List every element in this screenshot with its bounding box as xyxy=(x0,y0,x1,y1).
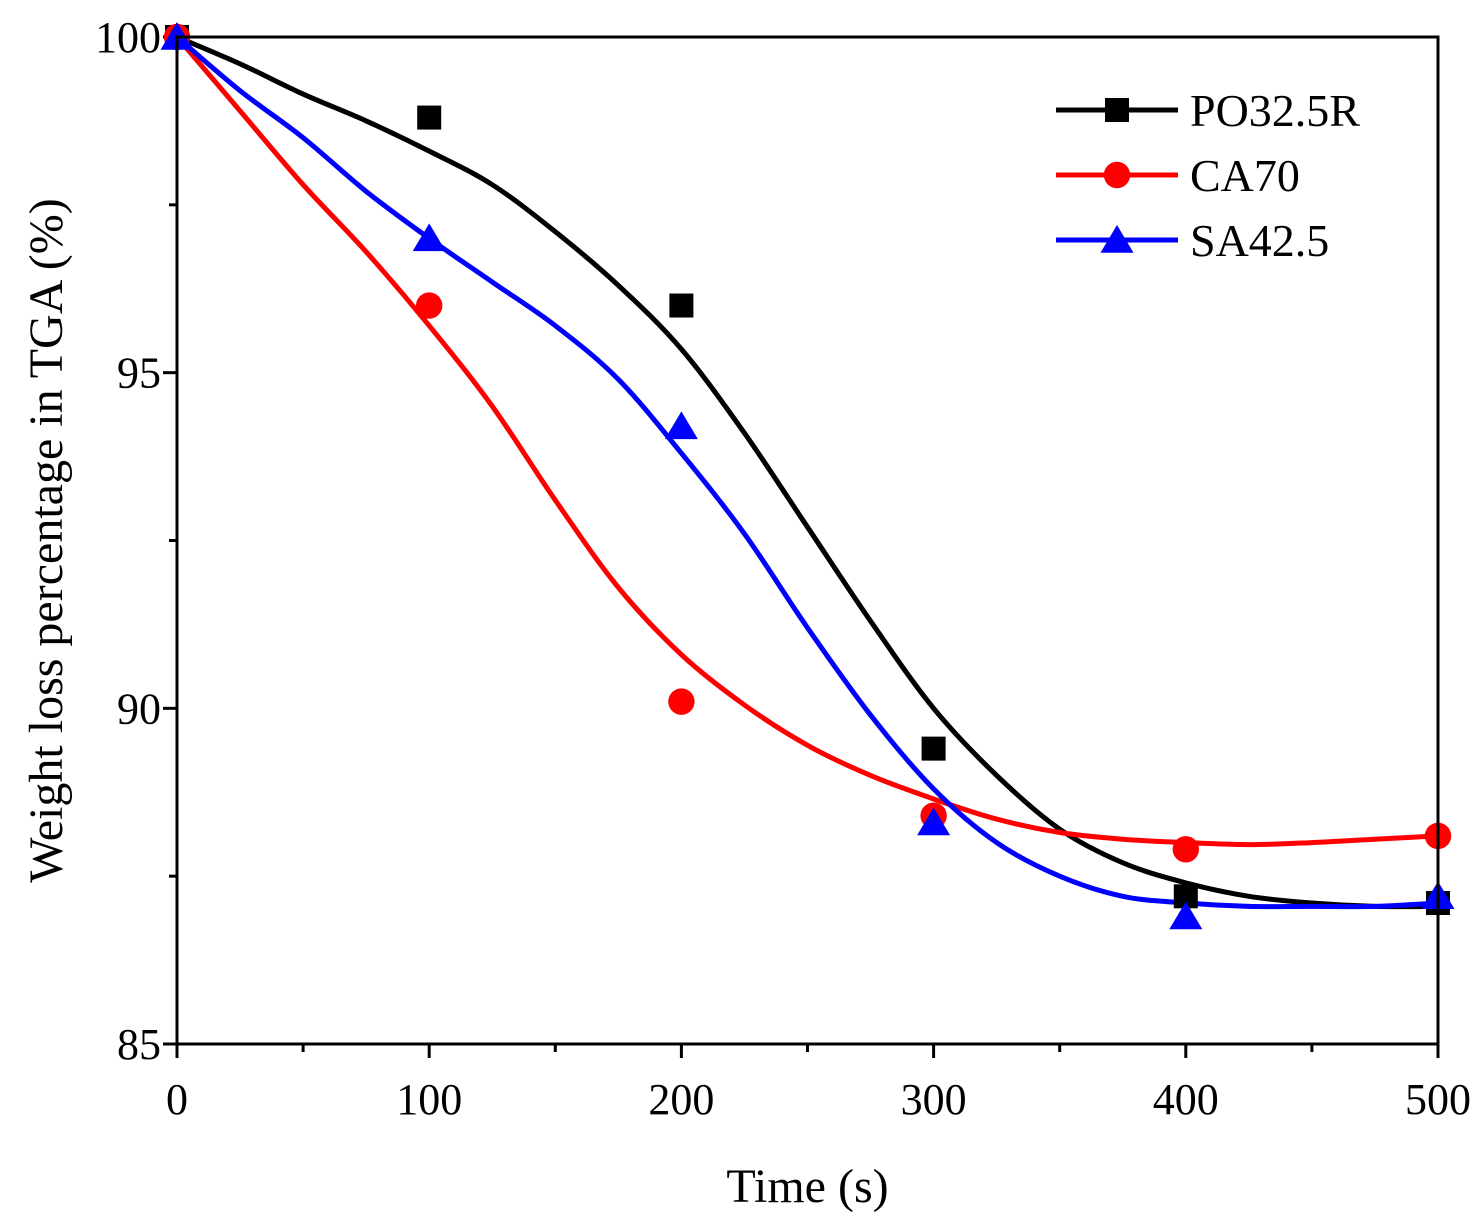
data-point-po32-5r xyxy=(669,293,694,318)
y-axis-title: Weight loss percentage in TGA (%) xyxy=(20,198,73,882)
x-tick-label: 300 xyxy=(901,1075,967,1124)
data-point-sa42-5 xyxy=(1169,901,1203,930)
x-axis-title: Time (s) xyxy=(726,1160,888,1213)
x-tick-label: 200 xyxy=(648,1075,714,1124)
data-point-ca70 xyxy=(668,688,695,715)
x-tick-label: 500 xyxy=(1405,1075,1471,1124)
y-tick-label: 95 xyxy=(117,349,161,398)
x-tick-label: 100 xyxy=(396,1075,462,1124)
y-tick-label: 85 xyxy=(117,1020,161,1069)
y-tick-label: 90 xyxy=(117,684,161,733)
legend-label-po32-5r: PO32.5R xyxy=(1190,85,1360,136)
data-point-ca70 xyxy=(416,292,443,319)
data-point-po32-5r xyxy=(921,736,946,761)
x-tick-label: 0 xyxy=(166,1075,188,1124)
data-point-po32-5r xyxy=(417,105,442,130)
data-point-sa42-5 xyxy=(412,223,446,252)
data-point-ca70 xyxy=(1172,836,1200,863)
legend-label-sa42-5: SA42.5 xyxy=(1190,215,1329,266)
data-point-sa42-5 xyxy=(664,411,698,440)
fit-curve-ca70 xyxy=(175,35,1439,848)
legend-marker-po32-5r xyxy=(1105,98,1129,122)
data-markers xyxy=(160,22,1455,930)
legend-label-ca70: CA70 xyxy=(1190,150,1300,201)
plot-frame xyxy=(175,35,1440,1046)
legend: PO32.5R CA70 SA42.5 xyxy=(1056,85,1360,266)
y-tick-label: 100 xyxy=(95,13,161,62)
x-tick-label: 400 xyxy=(1153,1075,1219,1124)
fit-curve-po32-5r xyxy=(176,34,1439,910)
data-point-sa42-5 xyxy=(917,807,951,836)
legend-marker-ca70 xyxy=(1103,161,1131,189)
legend-marker-sa42-5 xyxy=(1100,225,1134,253)
